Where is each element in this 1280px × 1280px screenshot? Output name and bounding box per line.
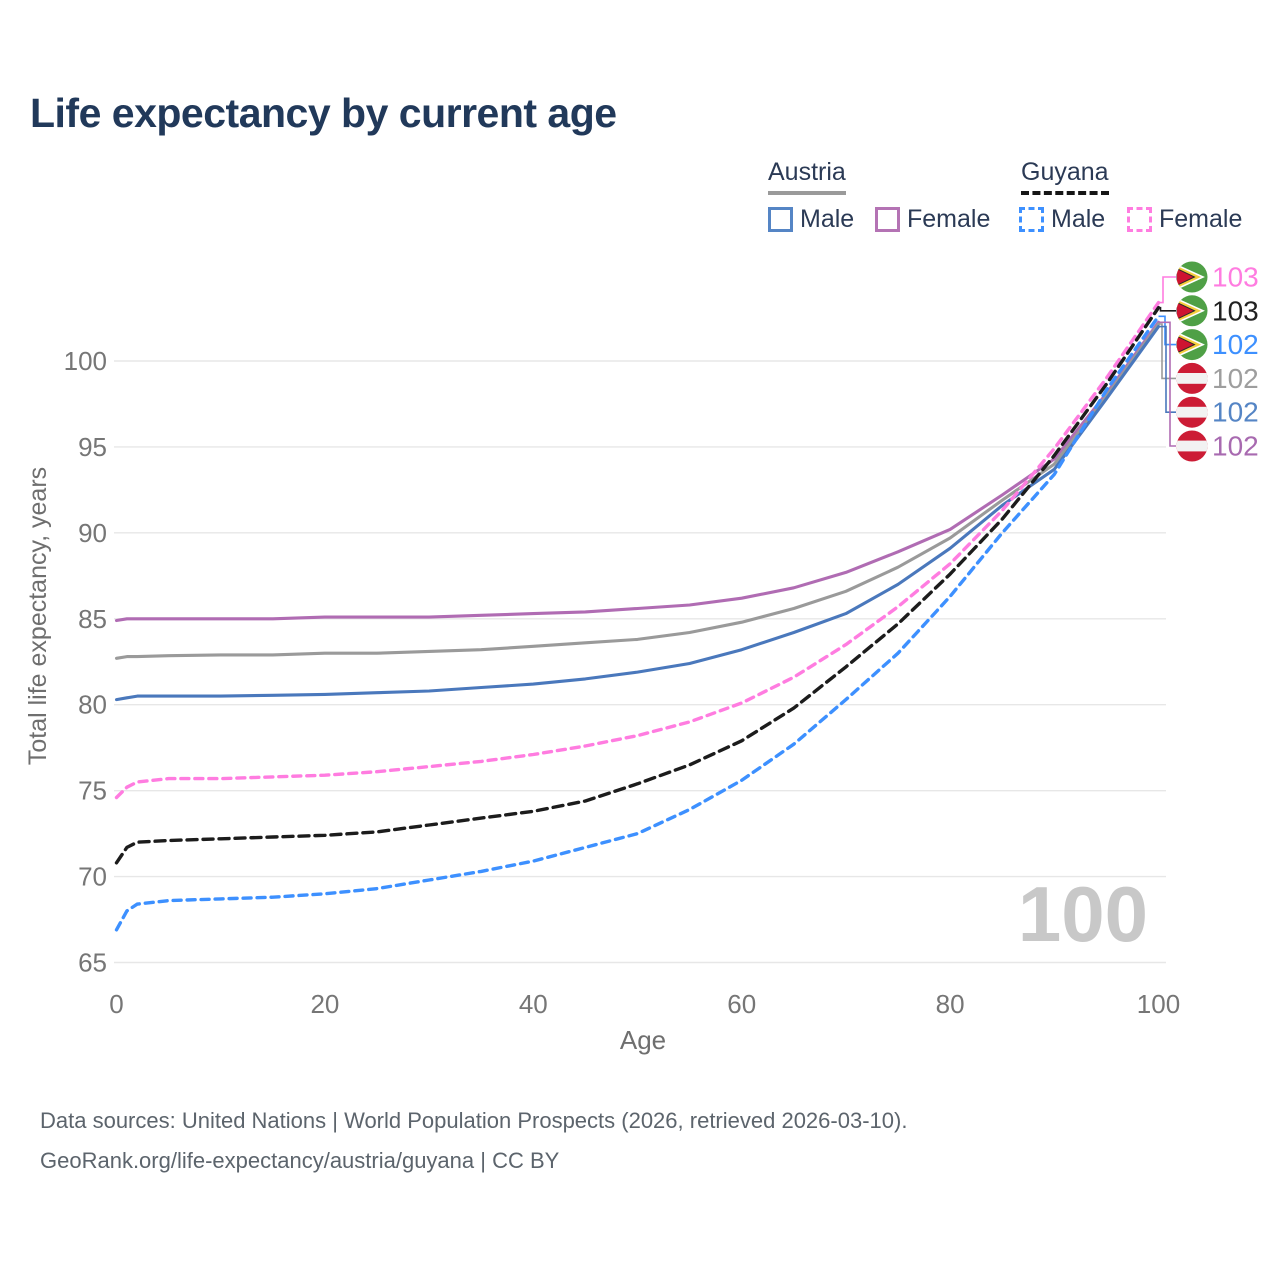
x-tick-label: 40: [519, 989, 548, 1019]
legend-label: Female: [907, 204, 991, 233]
end-label-leader-line: [1158, 306, 1176, 312]
series-line-guyana-total: [114, 306, 1161, 865]
end-label-leader-line: [1158, 276, 1176, 304]
austria-flag-icon: [1176, 396, 1208, 428]
guyana-female-swatch[interactable]: [1127, 206, 1152, 232]
y-tick-label: 90: [78, 518, 107, 548]
austria-male-swatch[interactable]: [768, 206, 793, 232]
x-tick-label: 100: [1137, 989, 1180, 1019]
legend-label: Male: [1051, 204, 1106, 233]
y-tick-label: 80: [78, 690, 107, 720]
series-line-austria-male: [114, 325, 1161, 702]
y-tick-label: 65: [78, 948, 107, 978]
x-axis-title: Age: [620, 1025, 666, 1055]
end-value-label: 102: [1212, 329, 1259, 360]
legend-label: Female: [1159, 204, 1243, 233]
guyana-flag-icon: [1176, 329, 1208, 361]
guyana-flag-icon: [1176, 261, 1208, 293]
end-value-label: 102: [1212, 431, 1259, 462]
end-value-label: 102: [1212, 363, 1259, 394]
age-watermark: 100: [1018, 870, 1148, 958]
x-tick-label: 80: [936, 989, 965, 1019]
y-tick-label: 70: [78, 862, 107, 892]
legend-item-guyana-female[interactable]: Female: [1127, 204, 1242, 234]
austria-flag-icon: [1176, 362, 1208, 394]
end-label-leader-line: [1158, 321, 1176, 447]
attribution-line: GeoRank.org/life-expectancy/austria/guya…: [40, 1148, 560, 1173]
end-value-label: 103: [1212, 262, 1259, 293]
y-tick-label: 85: [78, 604, 107, 634]
end-value-label: 102: [1212, 397, 1259, 428]
y-axis-title: Total life expectancy, years: [24, 467, 52, 765]
end-label-leader-line: [1158, 323, 1176, 380]
legend-item-austria-male[interactable]: Male: [768, 204, 854, 234]
x-tick-label: 0: [109, 989, 123, 1019]
series-line-austria-female: [114, 320, 1161, 623]
legend-item-guyana-male[interactable]: Male: [1019, 204, 1105, 234]
y-tick-label: 95: [78, 432, 107, 462]
page-title: Life expectancy by current age: [30, 90, 617, 136]
guyana-flag-icon: [1176, 295, 1208, 327]
series-line-guyana-female: [114, 300, 1161, 800]
y-tick-label: 75: [78, 776, 107, 806]
guyana-male-swatch[interactable]: [1019, 206, 1044, 232]
x-tick-label: 60: [727, 989, 756, 1019]
x-tick-label: 20: [310, 989, 339, 1019]
austria-flag-icon: [1176, 430, 1208, 462]
end-label-leader-line: [1158, 325, 1176, 413]
end-value-label: 103: [1212, 295, 1259, 326]
legend-group-austria: Austria: [768, 158, 846, 195]
legend-item-austria-female[interactable]: Female: [875, 204, 990, 234]
legend-group-guyana: Guyana: [1021, 158, 1109, 195]
series-line-austria-total: [114, 322, 1161, 660]
data-source-line: Data sources: United Nations | World Pop…: [40, 1108, 908, 1133]
y-tick-label: 100: [64, 346, 107, 376]
austria-female-swatch[interactable]: [875, 206, 900, 232]
end-label-leader-line: [1158, 315, 1176, 346]
legend-label: Male: [800, 204, 855, 233]
series-line-guyana-male: [114, 314, 1161, 932]
